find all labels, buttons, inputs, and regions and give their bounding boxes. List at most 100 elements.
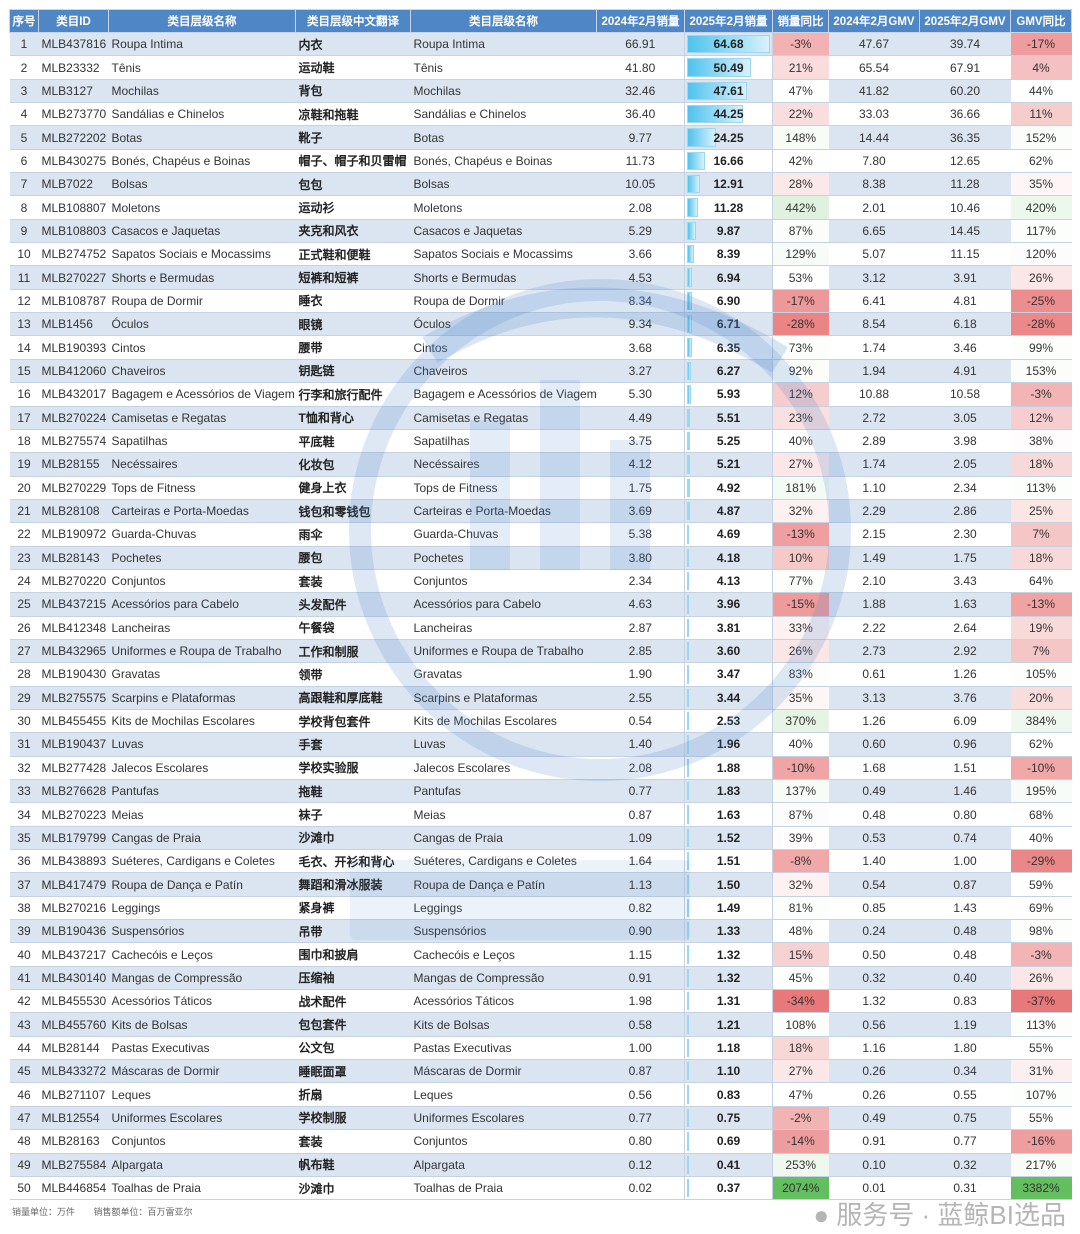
category-name-cell: Kits de Mochilas Escolares [108,709,296,734]
gmv-2025-cell: 0.40 [919,966,1011,991]
sales-2025-cell: 6.94 [684,265,773,290]
gmv-2024-cell: 0.32 [828,966,920,991]
sales-2024-cell: 4.53 [596,265,685,290]
table-row: 9 MLB108803 Casacos e Jaquetas 夹克和风衣 Casacos… [9,219,1072,244]
sales-2024-cell: 3.75 [596,429,685,454]
table-row: 13 MLB1456 Óculos 眼镜 Óculos 9.34 6.71 -28% 8.54 6… [9,312,1072,337]
gmv-2024-cell: 7.80 [828,149,920,174]
category-name-2-cell: Conjuntos [410,1129,597,1154]
header-sales-2024: 2024年2月销量 [596,9,685,33]
table-row: 5 MLB272202 Botas 靴子 Botas 9.77 24.25 148% 14.44… [9,125,1072,150]
category-name-2-cell: Toalhas de Praia [410,1176,597,1201]
table-row: 3 MLB3127 Mochilas 背包 Mochilas 32.46 47.61 47% 4… [9,79,1072,104]
sales-data-bar [687,268,693,287]
category-name-cell: Scarpins e Plataformas [108,686,296,710]
category-name-cell: Roupa de Dormir [108,289,296,314]
category-id-cell: MLB190436 [38,919,109,944]
sales-2025-value: 4.18 [716,550,741,565]
sales-2025-cell: 50.49 [684,55,773,80]
category-id-cell: MLB108787 [38,289,109,314]
category-name-2-cell: Chaveiros [410,359,597,384]
sales-2025-value: 0.83 [716,1087,741,1102]
category-id-cell: MLB438893 [38,849,109,874]
category-chinese-cell: T恤和背心 [295,406,411,430]
sales-2025-cell: 3.47 [684,662,773,687]
category-name-cell: Acessórios para Cabelo [108,592,296,617]
category-id-cell: MLB437217 [38,942,109,967]
gmv-2024-cell: 41.82 [828,79,920,104]
sales-yoy-cell: 35% [772,686,829,710]
sales-data-bar [687,945,689,964]
sales-data-bar [687,1015,689,1034]
row-index-cell: 19 [9,452,39,477]
row-index-cell: 27 [9,639,39,664]
sales-2025-cell: 1.51 [684,849,773,874]
category-chinese-cell: 钱包和零钱包 [295,499,411,524]
sales-data-bar [687,1108,689,1128]
gmv-2024-cell: 0.85 [828,896,920,921]
gmv-yoy-cell: -28% [1010,312,1072,337]
category-chinese-cell: 头发配件 [295,592,411,617]
sales-data-bar [687,478,690,497]
category-name-cell: Suspensórios [108,919,296,944]
row-index-cell: 4 [9,102,39,127]
sales-2025-value: 6.27 [716,363,741,378]
category-chinese-cell: 眼镜 [295,312,411,337]
category-name-cell: Camisetas e Regatas [108,406,296,430]
category-name-cell: Sandálias e Chinelos [108,102,296,127]
category-id-cell: MLB276628 [38,779,109,804]
sales-2025-cell: 4.69 [684,522,773,547]
category-id-cell: MLB455530 [38,989,109,1014]
category-name-cell: Bagagem e Acessórios de Viagem [108,382,296,407]
row-index-cell: 20 [9,476,39,500]
gmv-yoy-cell: 64% [1010,569,1072,594]
category-name-2-cell: Roupa de Dança e Patín [410,872,597,897]
gmv-yoy-cell: 3382% [1010,1176,1072,1201]
wechat-watermark-text: 服务号 · 蓝鲸BI选品 [836,1200,1066,1230]
gmv-2024-cell: 1.74 [828,452,920,477]
sales-yoy-cell: 21% [772,55,829,80]
category-name-cell: Cintos [108,335,296,360]
sales-yoy-cell: 87% [772,802,829,827]
category-chinese-cell: 学校实验服 [295,756,411,781]
sales-2024-cell: 1.15 [596,942,685,967]
category-name-2-cell: Moletons [410,195,597,220]
gmv-2025-cell: 2.34 [919,476,1011,500]
sales-2024-cell: 1.90 [596,662,685,687]
row-index-cell: 18 [9,429,39,454]
category-chinese-cell: 行李和旅行配件 [295,382,411,407]
category-name-cell: Pantufas [108,779,296,804]
row-index-cell: 37 [9,872,39,897]
row-index-cell: 6 [9,149,39,174]
gmv-2025-cell: 67.91 [919,55,1011,80]
header-category-chinese: 类目层级中文翻译 [295,9,411,33]
category-id-cell: MLB3127 [38,79,109,104]
category-id-cell: MLB28163 [38,1129,109,1154]
sales-2025-cell: 64.68 [684,32,773,57]
category-name-2-cell: Guarda-Chuvas [410,522,597,547]
gmv-2024-cell: 8.54 [828,312,920,337]
table-row: 30 MLB455455 Kits de Mochilas Escolares 学校背… [9,709,1072,734]
table-row: 23 MLB28143 Pochetes 腰包 Pochetes 3.80 4.18 10% 1… [9,546,1072,570]
sales-yoy-cell: -10% [772,756,829,781]
gmv-2024-cell: 0.54 [828,872,920,897]
sales-2025-cell: 3.96 [684,592,773,617]
sales-data-bar [687,35,770,54]
gmv-2025-cell: 0.31 [919,1176,1011,1201]
category-chinese-cell: 短裤和短裤 [295,265,411,290]
table-row: 25 MLB437215 Acessórios para Cabelo 头发配件 Ace… [9,592,1072,617]
category-id-cell: MLB417479 [38,872,109,897]
sales-2024-cell: 32.46 [596,79,685,104]
category-chinese-cell: 袜子 [295,802,411,827]
gmv-yoy-cell: -16% [1010,1129,1072,1154]
sales-2025-value: 47.61 [713,83,744,98]
gmv-yoy-cell: 18% [1010,546,1072,570]
sales-yoy-cell: 253% [772,1153,829,1177]
sales-data-bar [687,58,751,77]
sales-2024-cell: 0.77 [596,1106,685,1131]
sales-2025-value: 1.52 [716,830,741,845]
sales-data-bar [687,1132,689,1151]
gmv-2025-cell: 36.35 [919,125,1011,150]
sales-yoy-cell: 2074% [772,1176,829,1201]
sales-yoy-cell: 83% [772,662,829,687]
